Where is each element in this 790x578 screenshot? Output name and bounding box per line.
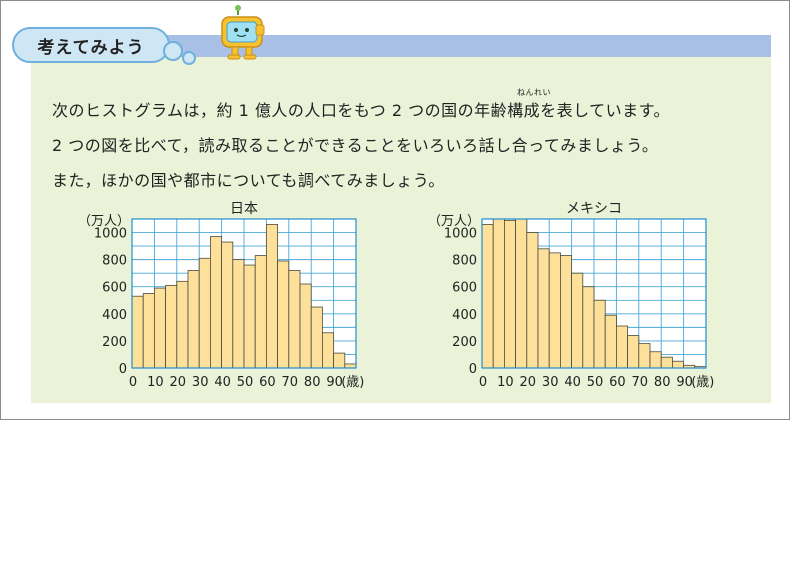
ruby-annotation: ねんれい [517, 88, 551, 97]
japan-histogram-bar [243, 264, 256, 369]
japan-histogram-bar [131, 295, 144, 369]
content-frame: 考えてみよう ねんれい 次のヒストグラムは，約 1 億人の人口をもつ 2 つの国… [0, 0, 790, 420]
mexico-y-tick-label: 1000 [444, 227, 477, 242]
japan-histogram-bar [321, 332, 334, 369]
mexico-y-tick-label: 200 [452, 335, 477, 350]
japan-plot-frame [131, 218, 357, 369]
japan-histogram-bar [299, 283, 312, 369]
mexico-histogram-bar [515, 218, 528, 369]
mexico-histogram-bar [671, 360, 684, 369]
japan-histogram-bar [198, 257, 211, 369]
mexico-y-tick-label: 400 [452, 308, 477, 323]
japan-y-tick-label: 0 [119, 362, 127, 377]
mexico-x-tick-label: 60 [609, 375, 626, 390]
mexico-x-tick-label: 0 [479, 375, 487, 390]
instruction-line-1: 次のヒストグラムは，約 1 億人の人口をもつ 2 つの国の年齢構成を表しています… [52, 101, 671, 120]
japan-y-tick-label: 200 [102, 335, 127, 350]
mexico-x-tick-label: 70 [632, 375, 649, 390]
mexico-histogram-bar [649, 351, 662, 369]
japan-histogram-bar [154, 287, 167, 369]
japan-histogram-bar [142, 293, 155, 369]
mexico-histogram-bar [526, 232, 539, 369]
japan-histogram-bar [221, 241, 234, 369]
japan-x-tick-label: 60 [259, 375, 276, 390]
japan-histogram-bar [165, 284, 178, 369]
mexico-histogram-bar [638, 343, 651, 369]
instruction-line-3: また，ほかの国や都市についても調べてみましょう。 [52, 171, 445, 190]
header-bar [131, 35, 771, 57]
mexico-x-tick-label: 10 [497, 375, 514, 390]
japan-x-tick-label: 80 [304, 375, 321, 390]
japan-histogram-bar [232, 259, 245, 369]
mexico-histogram-bar [604, 314, 617, 369]
mexico-histogram-bar [548, 252, 561, 369]
mexico-histogram: メキシコ （万人） 0 200 400 600 800 1000 0 10 20 30 40 50 60 70… [428, 201, 714, 390]
japan-x-tick-label: 50 [237, 375, 254, 390]
japan-y-unit-label: （万人） [78, 214, 130, 229]
mexico-histogram-bar [537, 248, 550, 369]
mexico-y-unit-label: （万人） [428, 214, 480, 229]
mexico-histogram-bar [481, 224, 494, 369]
japan-x-tick-label: 70 [282, 375, 299, 390]
japan-x-tick-label: 0 [129, 375, 137, 390]
mexico-x-tick-label: 40 [564, 375, 581, 390]
mexico-histogram-bar [492, 218, 505, 369]
japan-histogram-bar [310, 306, 323, 369]
mexico-chart-title: メキシコ [566, 201, 622, 217]
mexico-x-tick-label: 30 [542, 375, 559, 390]
japan-histogram-bar [265, 224, 278, 369]
japan-histogram-bar [187, 270, 200, 369]
mexico-y-tick-label: 800 [452, 254, 477, 269]
japan-histogram-bar [344, 363, 357, 369]
japan-histogram-bar [333, 352, 346, 369]
mexico-histogram-bar [582, 286, 595, 369]
japan-y-tick-label: 800 [102, 254, 127, 269]
japan-x-tick-label: 10 [147, 375, 164, 390]
mexico-histogram-bar [627, 335, 640, 369]
mexico-y-tick-label: 0 [469, 362, 477, 377]
japan-histogram-bar [277, 260, 290, 369]
section-title: 考えてみよう [12, 27, 170, 63]
mexico-plot-frame [481, 218, 707, 369]
mexico-y-tick-label: 600 [452, 281, 477, 296]
mexico-x-tick-label: 90 [676, 375, 693, 390]
bubble-decoration-small [182, 51, 196, 65]
japan-chart-title: 日本 [230, 201, 258, 217]
japan-x-tick-label: 40 [214, 375, 231, 390]
japan-x-tick-label: 30 [192, 375, 209, 390]
instruction-line-2: 2 つの図を比べて，読み取ることができることをいろいろ話し合ってみましょう。 [52, 136, 659, 155]
mexico-histogram-bar [660, 356, 673, 369]
japan-x-tick-label: 90 [326, 375, 343, 390]
japan-y-tick-label: 400 [102, 308, 127, 323]
japan-histogram-bar [176, 280, 189, 369]
japan-x-unit-label: (歳) [341, 375, 364, 390]
japan-x-tick-label: 20 [170, 375, 187, 390]
mexico-x-tick-label: 20 [520, 375, 537, 390]
mexico-histogram-bar [504, 219, 517, 369]
mexico-histogram-bar [571, 272, 584, 369]
japan-histogram-bar [288, 270, 301, 369]
mexico-x-tick-label: 80 [654, 375, 671, 390]
mexico-x-unit-label: (歳) [691, 375, 714, 390]
mexico-histogram-bar [593, 299, 606, 369]
japan-histogram-bar [209, 236, 222, 369]
japan-y-tick-label: 1000 [94, 227, 127, 242]
japan-histogram-bar [254, 255, 267, 369]
robot-mascot-icon [221, 5, 265, 60]
mexico-histogram-bar [615, 325, 628, 369]
mexico-histogram-bar [559, 255, 572, 369]
bubble-decoration [163, 41, 183, 61]
japan-histogram: 日本 （万人） 0 200 400 600 800 1000 0 10 20 30 40 50 60 70 80… [78, 201, 364, 390]
mexico-x-tick-label: 50 [587, 375, 604, 390]
japan-y-tick-label: 600 [102, 281, 127, 296]
